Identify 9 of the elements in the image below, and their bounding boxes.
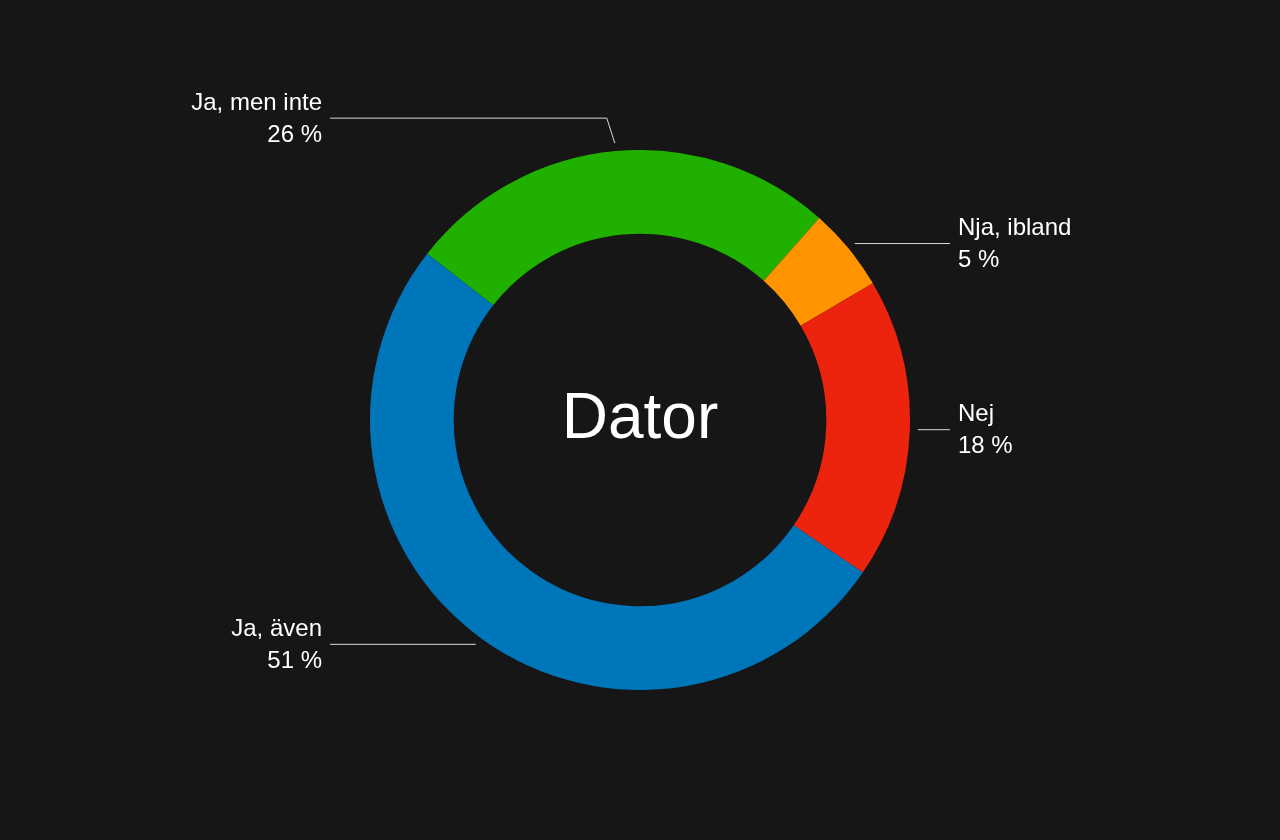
slice-label: Ja, men inte: [191, 87, 322, 115]
slice-label: Nja, ibland: [958, 213, 1072, 241]
slice-label: Ja, även: [231, 613, 322, 641]
data-label: 18 %: [958, 431, 1013, 459]
slice-label: Nej: [958, 399, 995, 427]
text: Dator: [561, 379, 719, 452]
data-label: 5 %: [958, 245, 1000, 273]
data-label: 51 %: [267, 645, 322, 673]
data-label: 26 %: [267, 119, 322, 147]
